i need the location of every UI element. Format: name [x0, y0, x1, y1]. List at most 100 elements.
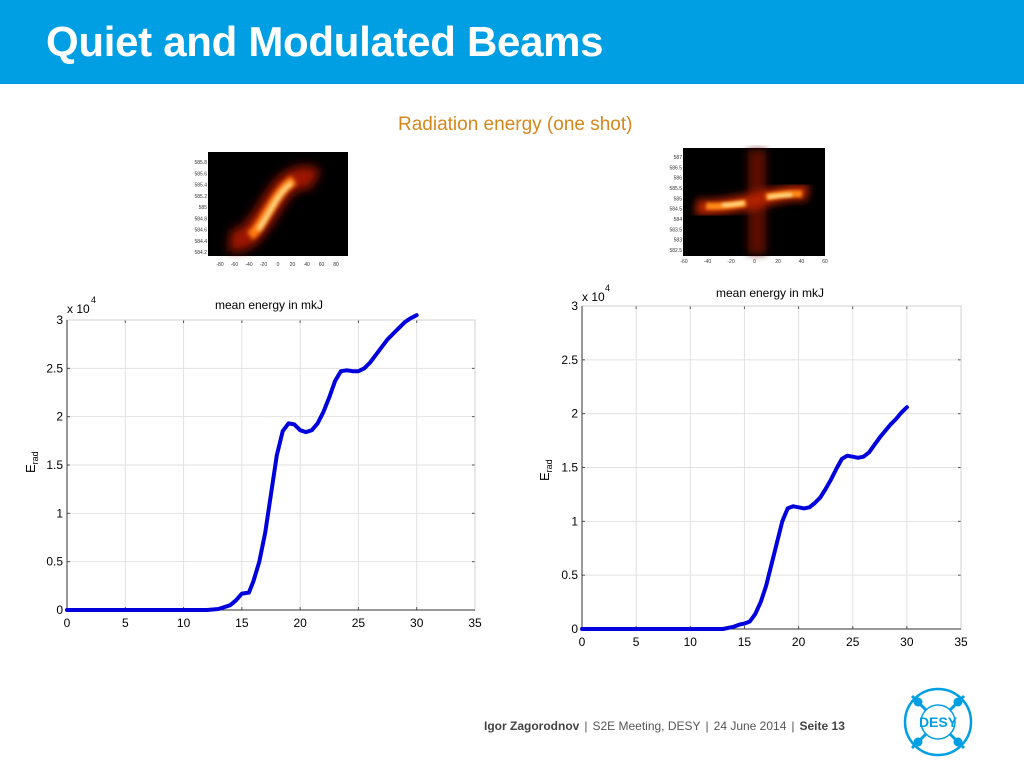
- x-tick-label: 25: [846, 635, 860, 649]
- heatmap-x-tick: 60: [319, 262, 325, 268]
- y-tick-label: 2.5: [561, 353, 578, 367]
- heatmap-y-tick: 583: [674, 238, 683, 244]
- footer: Igor Zagorodnov | S2E Meeting, DESY | 24 Jun…: [484, 719, 845, 733]
- y-tick-label: 2: [56, 410, 63, 424]
- heatmap-y-tick: 584.8: [194, 216, 207, 222]
- footer-page: Seite 13: [799, 719, 845, 733]
- x-tick-label: 5: [122, 616, 129, 630]
- footer-event: S2E Meeting, DESY: [592, 719, 701, 733]
- y-tick-label: 1: [56, 506, 63, 520]
- x-tick-label: 15: [738, 635, 752, 649]
- heatmap-x-tick: -20: [727, 259, 734, 265]
- footer-separator: |: [705, 719, 709, 733]
- y-tick-label: 0.5: [46, 555, 63, 569]
- heatmap-x-tick: -60: [231, 262, 238, 268]
- y-label-sub: rad: [544, 459, 554, 472]
- y-label-main: E: [537, 472, 552, 481]
- x-tick-label: 15: [235, 616, 249, 630]
- heatmap-y-tick: 585.2: [194, 194, 207, 200]
- grid: [66, 319, 476, 611]
- y-tick-label: 0.5: [561, 568, 578, 582]
- title-bar: [0, 0, 1024, 84]
- x-tick-label: 30: [410, 616, 424, 630]
- y-tick-label: 0: [56, 603, 63, 617]
- y-tick-label: 2.5: [46, 361, 63, 375]
- heatmap-x-tick: -60: [680, 259, 687, 265]
- heatmap-core: [256, 181, 294, 232]
- y-tick-label: 0: [571, 622, 578, 636]
- footer-date: 24 June 2014: [713, 719, 787, 733]
- chart-title: mean energy in mkJ: [716, 286, 824, 300]
- x-tick-label: 35: [954, 635, 968, 649]
- svg-text:Erad: Erad: [537, 459, 554, 481]
- heatmap-y-tick: 585.8: [194, 160, 207, 166]
- heatmap-x-tick: -40: [245, 262, 252, 268]
- x-tick-label: 25: [352, 616, 366, 630]
- heatmap-y-tick: 584.4: [194, 239, 207, 245]
- heatmap-x-tick: 60: [822, 259, 828, 265]
- x-tick-label: 20: [293, 616, 307, 630]
- heatmap-y-tick: 585.4: [194, 183, 207, 189]
- heatmap-core: [721, 193, 793, 207]
- exponent-power: 4: [91, 295, 96, 305]
- desy-logo-icon: DESY: [903, 687, 973, 757]
- x-tick-label: 20: [792, 635, 806, 649]
- heatmap-y-tick: 586.5: [669, 165, 682, 171]
- y-label-sub: rad: [30, 451, 40, 464]
- x-tick-label: 10: [177, 616, 191, 630]
- heatmap-y-ticks: 585.8 585.6 585.4 585.2 585 584.8 584.6 584.4 58…: [194, 160, 207, 256]
- y-label-main: E: [23, 464, 38, 473]
- heatmap-y-tick: 583.5: [669, 227, 682, 233]
- heatmap-y-tick: 587: [674, 155, 683, 161]
- svg-text:Erad: Erad: [23, 451, 40, 473]
- exponent-label: x 10: [67, 302, 90, 316]
- y-axis-label: Erad: [537, 459, 554, 481]
- y-tick-label: 1.5: [561, 461, 578, 475]
- grid: [581, 305, 962, 630]
- heatmap-x-tick: -80: [216, 262, 223, 268]
- x-tick-label: 0: [579, 635, 586, 649]
- heatmap-y-tick: 584.2: [194, 250, 207, 256]
- y-axis-label: Erad: [23, 451, 40, 473]
- heatmap-y-tick: 585: [199, 205, 208, 211]
- series-line-energy: [65, 313, 419, 612]
- heatmap-x-ticks: -60 -40 -20 0 20 40 60: [680, 259, 828, 265]
- heatmap-quiet-beam: 585.8 585.6 585.4 585.2 585 584.8 584.6 584.4 58…: [194, 152, 348, 268]
- x-tick-label: 35: [468, 616, 482, 630]
- y-tick-label: 3: [571, 299, 578, 313]
- heatmap-modulated-beam: 587 586.5 586 585.5 585 584.5 584 583.5 583 582.5…: [669, 148, 828, 265]
- heatmap-x-tick: 0: [277, 262, 280, 268]
- y-tick-label: 2: [571, 407, 578, 421]
- heatmap-x-tick: 20: [775, 259, 781, 265]
- heatmap-x-tick: 20: [290, 262, 296, 268]
- heatmap-y-ticks: 587 586.5 586 585.5 585 584.5 584 583.5 583 582.5: [669, 155, 682, 254]
- x-tick-label: 10: [684, 635, 698, 649]
- y-tick-label: 1: [571, 514, 578, 528]
- heatmap-y-tick: 584.5: [669, 207, 682, 213]
- heatmap-y-tick: 582.5: [669, 248, 682, 254]
- heatmap-y-tick: 584.6: [194, 228, 207, 234]
- x-tick-label: 30: [900, 635, 914, 649]
- y-tick-label: 3: [56, 313, 63, 327]
- heatmap-x-tick: 0: [753, 259, 756, 265]
- heatmap-y-tick: 585.6: [194, 171, 207, 177]
- heatmap-y-tick: 584: [674, 217, 683, 223]
- plot-frame: [66, 319, 476, 611]
- logo-text: DESY: [919, 714, 958, 730]
- exponent-label: x 10: [582, 290, 605, 304]
- heatmap-y-tick: 585: [674, 196, 683, 202]
- x-tick-label: 5: [633, 635, 640, 649]
- heatmap-x-ticks: -80 -60 -40 -20 0 20 40 60 80: [216, 262, 339, 268]
- plot-frame: [581, 305, 962, 630]
- footer-author: Igor Zagorodnov: [484, 719, 580, 733]
- chart-title: mean energy in mkJ: [215, 298, 323, 312]
- heatmap-x-tick: 40: [304, 262, 310, 268]
- footer-separator: |: [584, 719, 588, 733]
- heatmap-x-tick: -20: [260, 262, 267, 268]
- x-tick-label: 0: [64, 616, 71, 630]
- series-line-energy: [580, 405, 909, 631]
- slide-title: Quiet and Modulated Beams: [46, 18, 604, 65]
- heatmap-x-tick: 40: [799, 259, 805, 265]
- y-tick-label: 1.5: [46, 458, 63, 472]
- footer-separator: |: [791, 719, 795, 733]
